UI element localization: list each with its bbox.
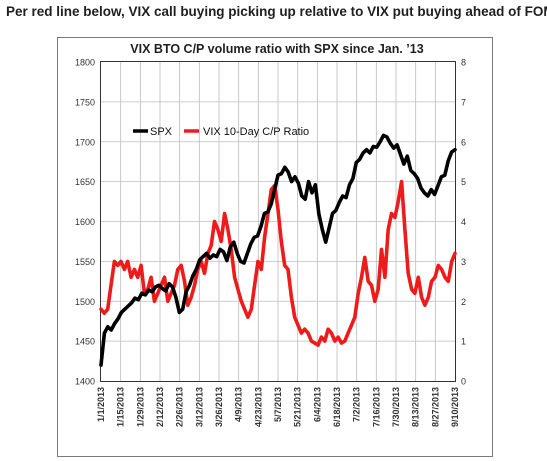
legend-label-vix-ratio: VIX 10-Day C/P Ratio — [203, 126, 309, 138]
chart-headline: Per red line below, VIX call buying pick… — [6, 4, 547, 19]
right-tick-label: 8 — [461, 58, 466, 68]
right-tick-label: 3 — [461, 257, 466, 267]
x-tick-label: 1/1/2013 — [96, 387, 106, 422]
left-tick-label: 1450 — [75, 337, 95, 347]
x-tick-label: 7/16/2013 — [371, 387, 381, 427]
x-tick-label: 9/10/2013 — [450, 387, 460, 427]
left-axis-ticks: 1400 1450 1500 1550 1600 1650 1700 1750 1800 — [75, 58, 95, 387]
legend-label-spx: SPX — [150, 126, 173, 138]
right-tick-label: 7 — [461, 97, 466, 107]
x-tick-label: 8/27/2013 — [430, 387, 440, 427]
left-tick-label: 1400 — [75, 377, 95, 387]
left-tick-label: 1650 — [75, 177, 95, 187]
left-tick-label: 1700 — [75, 137, 95, 147]
x-tick-label: 7/30/2013 — [391, 387, 401, 427]
left-tick-label: 1550 — [75, 257, 95, 267]
series-layer — [99, 133, 457, 367]
x-tick-label: 1/15/2013 — [116, 387, 126, 427]
x-tick-label: 6/4/2013 — [312, 387, 322, 422]
left-tick-label: 1500 — [75, 297, 95, 307]
right-tick-label: 6 — [461, 137, 466, 147]
x-tick-label: 3/12/2013 — [194, 387, 204, 427]
x-tick-label: 8/13/2013 — [411, 387, 421, 427]
legend: SPX VIX 10-Day C/P Ratio — [133, 126, 309, 138]
right-axis-ticks: 0 1 2 3 4 5 6 7 8 — [461, 58, 466, 387]
right-tick-label: 1 — [461, 337, 466, 347]
x-tick-label: 2/12/2013 — [155, 387, 165, 427]
left-tick-label: 1800 — [75, 58, 95, 68]
right-tick-label: 2 — [461, 297, 466, 307]
x-tick-label: 1/29/2013 — [135, 387, 145, 427]
spx-line — [99, 133, 457, 367]
x-tick-label: 5/21/2013 — [293, 387, 303, 427]
x-tick-label: 4/9/2013 — [234, 387, 244, 422]
left-tick-label: 1600 — [75, 217, 95, 227]
chart-title: VIX BTO C/P volume ratio with SPX since … — [130, 42, 423, 56]
right-tick-label: 0 — [461, 377, 466, 387]
x-tick-label: 6/18/2013 — [332, 387, 342, 427]
x-axis-ticks: 1/1/2013 1/15/2013 1/29/2013 2/12/2013 2/26/… — [96, 387, 460, 427]
x-tick-label: 4/23/2013 — [253, 387, 263, 427]
left-tick-label: 1750 — [75, 97, 95, 107]
x-tick-label: 3/26/2013 — [214, 387, 224, 427]
right-tick-label: 5 — [461, 177, 466, 187]
x-tick-label: 5/7/2013 — [273, 387, 283, 422]
x-tick-label: 2/26/2013 — [175, 387, 185, 427]
x-tick-label: 7/2/2013 — [352, 387, 362, 422]
right-tick-label: 4 — [461, 217, 466, 227]
